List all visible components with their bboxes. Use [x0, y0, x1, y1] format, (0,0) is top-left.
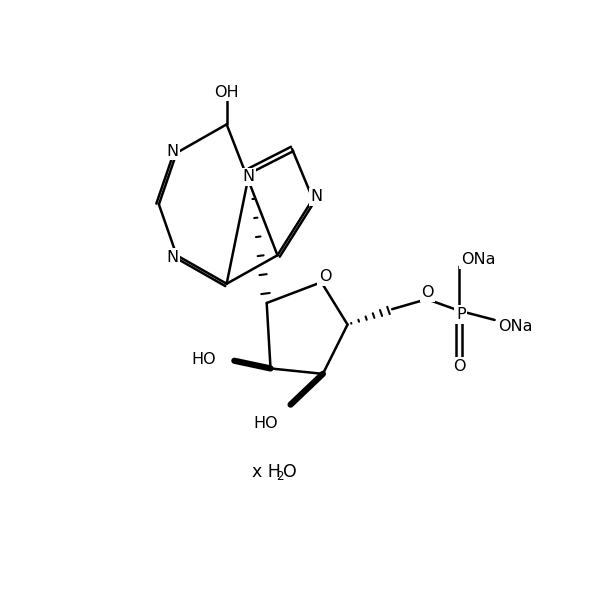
Text: N: N — [242, 169, 254, 184]
Text: 2: 2 — [276, 470, 283, 483]
Text: O: O — [319, 269, 331, 284]
Text: OH: OH — [214, 85, 239, 100]
Text: N: N — [167, 144, 179, 159]
Text: HO: HO — [254, 416, 278, 431]
Text: O: O — [283, 463, 296, 481]
Text: N: N — [311, 189, 323, 204]
Text: O: O — [453, 359, 466, 374]
Text: N: N — [167, 250, 179, 265]
Text: ONa: ONa — [499, 319, 533, 334]
Text: x H: x H — [252, 463, 281, 481]
Text: ONa: ONa — [461, 253, 495, 268]
Text: O: O — [421, 286, 434, 301]
Text: HO: HO — [191, 352, 216, 367]
Text: P: P — [456, 307, 466, 322]
